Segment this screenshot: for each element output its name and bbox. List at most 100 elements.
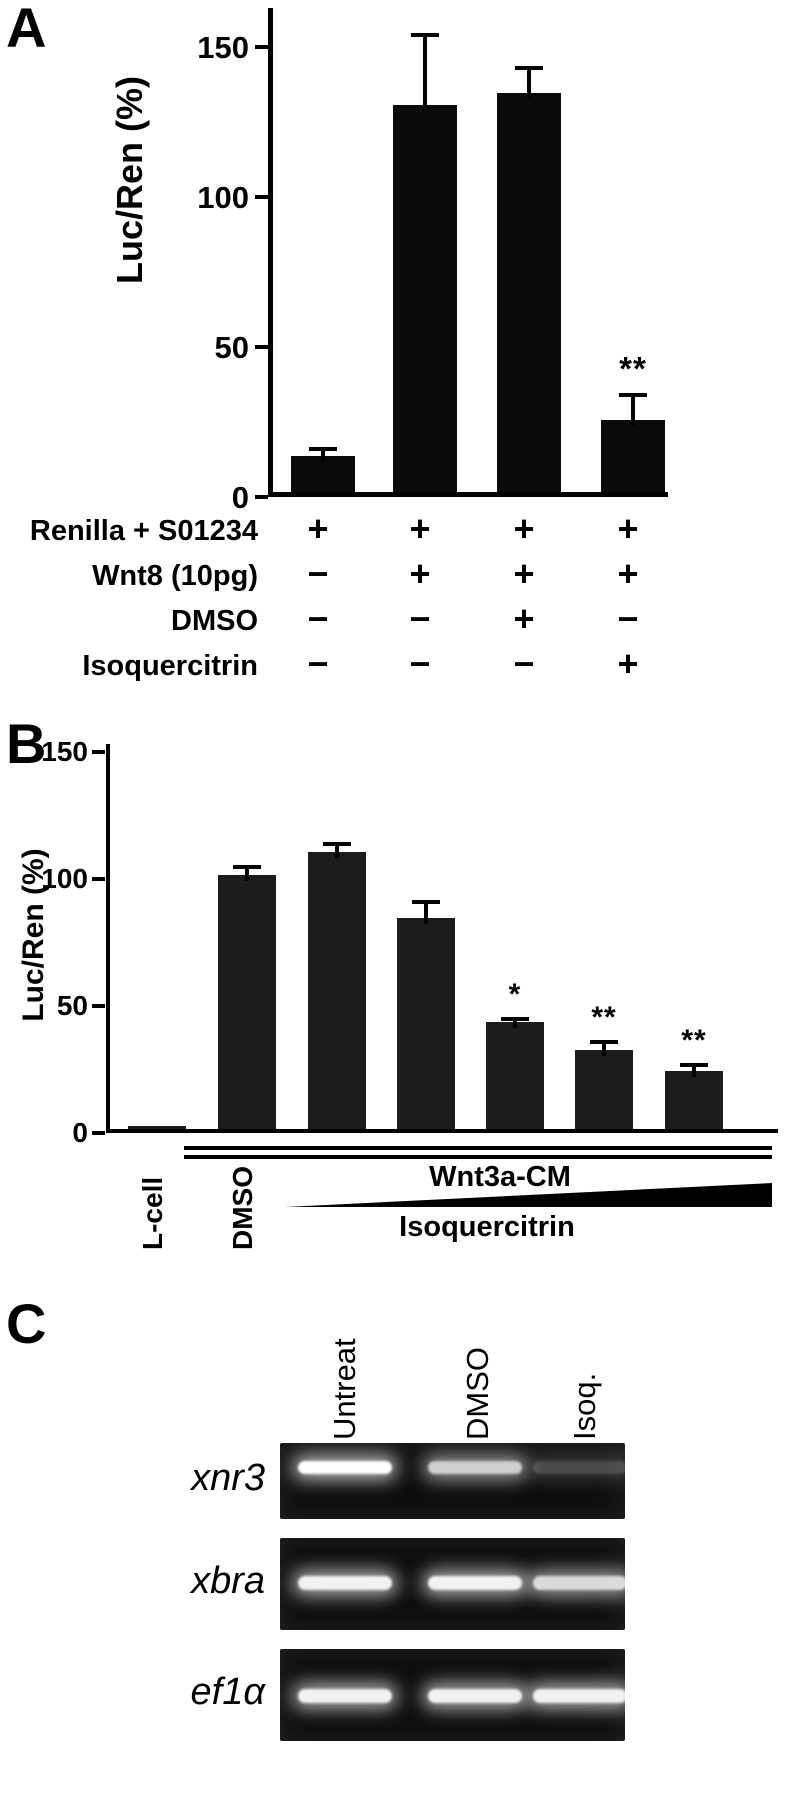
- condition-value: −: [409, 598, 431, 639]
- y-tick: [255, 345, 268, 349]
- condition-label: Isoquercitrin: [82, 650, 258, 682]
- bar: [601, 420, 665, 492]
- bar: [665, 1070, 723, 1129]
- error-bar-cap: [323, 841, 351, 846]
- gel-band: [298, 1461, 392, 1474]
- lane-label: Untreat: [327, 1338, 362, 1440]
- error-bar-cap: [233, 864, 261, 869]
- condition-value: +: [409, 508, 431, 549]
- gel-band: [428, 1576, 522, 1590]
- error-bar-cap: [501, 1017, 529, 1022]
- y-tick-label: 150: [41, 736, 88, 767]
- condition-value: +: [617, 508, 639, 549]
- condition-value: +: [617, 643, 639, 684]
- y-tick-label: 100: [41, 863, 88, 894]
- gene-label: xbra: [191, 1560, 265, 1602]
- gene-label: xnr3: [191, 1457, 265, 1499]
- significance-marker: **: [619, 349, 647, 387]
- bar: [575, 1050, 633, 1129]
- condition-value: +: [307, 508, 329, 549]
- condition-value: −: [513, 643, 535, 684]
- y-tick: [92, 877, 105, 881]
- y-tick: [92, 1004, 105, 1008]
- condition-value: −: [307, 643, 329, 684]
- gel-image: [280, 1649, 625, 1741]
- isoquercitrin-label: Isoquercitrin: [399, 1211, 575, 1243]
- y-tick: [92, 750, 105, 754]
- condition-value: +: [513, 598, 535, 639]
- bar: [308, 852, 366, 1129]
- error-bar-stem: [631, 393, 635, 426]
- condition-value: −: [617, 598, 639, 639]
- condition-value: −: [409, 643, 431, 684]
- bar: [393, 105, 457, 492]
- error-bar-stem: [424, 900, 428, 925]
- gel-band: [298, 1576, 392, 1590]
- gel-band: [428, 1461, 522, 1474]
- y-tick-label: 0: [231, 479, 249, 515]
- condition-value: +: [617, 553, 639, 594]
- gel-band: [298, 1689, 392, 1703]
- y-tick-label: 50: [56, 990, 88, 1021]
- error-bar-cap: [590, 1040, 618, 1045]
- bar-chart-b: 0 50 100 150 * ** **: [41, 738, 778, 1147]
- bar: [397, 918, 455, 1129]
- error-bar-cap: [309, 447, 337, 451]
- error-bar-stem: [245, 864, 249, 881]
- wnt3a-group-line-top: [184, 1146, 772, 1150]
- y-tick-label: 50: [214, 329, 249, 365]
- error-bar-stem: [321, 447, 325, 462]
- bar: [218, 875, 276, 1129]
- condition-value: +: [513, 553, 535, 594]
- gel-image: [280, 1538, 625, 1630]
- bar: [486, 1022, 544, 1129]
- gel-image: [280, 1443, 625, 1519]
- error-bar-stem: [602, 1040, 606, 1057]
- significance-marker: **: [681, 1023, 707, 1057]
- condition-value: +: [513, 508, 535, 549]
- lane-label: DMSO: [460, 1347, 495, 1440]
- gel-band: [533, 1576, 625, 1590]
- condition-label: DMSO: [171, 605, 258, 637]
- y-tick: [92, 1131, 105, 1135]
- significance-marker: **: [591, 1001, 617, 1035]
- y-tick-label: 0: [72, 1117, 88, 1148]
- gene-label: ef1α: [190, 1671, 266, 1713]
- gel-band: [533, 1689, 625, 1703]
- y-tick: [255, 195, 268, 199]
- error-bar-stem: [513, 1017, 517, 1029]
- error-bar-cap: [412, 900, 440, 905]
- condition-label: Renilla + S01234: [29, 515, 258, 547]
- bar: [128, 1126, 186, 1129]
- bar: [497, 93, 561, 492]
- condition-matrix: Renilla + S01234 + + + + Wnt8 (10pg) − + + + DMSO −…: [0, 0, 807, 700]
- error-bar-cap: [515, 66, 543, 70]
- gel-band: [533, 1461, 625, 1474]
- condition-value: −: [307, 553, 329, 594]
- condition-value: −: [307, 598, 329, 639]
- bar: [291, 456, 355, 492]
- significance-marker: *: [508, 978, 522, 1012]
- error-bar-stem: [527, 66, 531, 99]
- panel-c-letter: C: [6, 1292, 47, 1355]
- y-tick-label: 150: [197, 29, 249, 65]
- y-tick: [255, 45, 268, 49]
- gel-band: [428, 1689, 522, 1703]
- bar-chart-a: 0 50 100 150 **: [197, 8, 668, 513]
- panel-b-letter: B: [6, 712, 47, 775]
- error-bar-stem: [335, 841, 339, 859]
- condition-label: Wnt8 (10pg): [92, 560, 258, 592]
- y-tick: [255, 495, 268, 499]
- lane-label: Isoq.: [567, 1372, 602, 1440]
- wnt3a-group-line-bottom: [184, 1155, 772, 1159]
- error-bar-stem: [423, 33, 427, 111]
- error-bar-cap: [680, 1062, 708, 1067]
- panel-a-letter: A: [6, 0, 47, 59]
- error-bar-cap: [619, 393, 647, 397]
- wnt3a-cm-label: Wnt3a-CM: [429, 1161, 571, 1193]
- condition-value: +: [409, 553, 431, 594]
- error-bar-stem: [692, 1062, 696, 1077]
- error-bar-cap: [411, 33, 439, 37]
